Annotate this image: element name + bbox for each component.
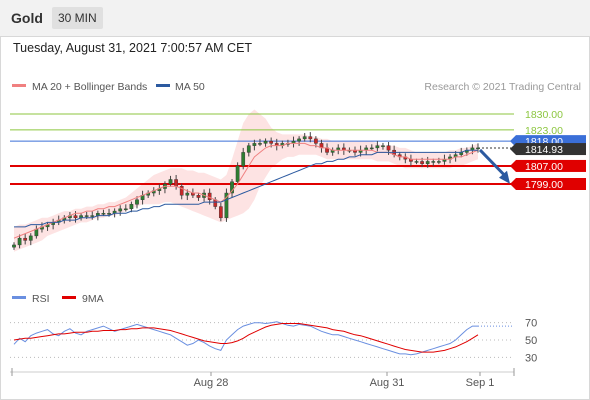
- rsi-series-9MA: [13, 323, 479, 353]
- candle-body: [308, 136, 313, 140]
- candle-body: [12, 244, 16, 248]
- ma50-legend-label: MA 50: [175, 81, 205, 93]
- forecast-arrow-shaft: [478, 148, 507, 177]
- level-label-bg-1799.00: [516, 178, 586, 190]
- level-label-bg-1814.93: [516, 143, 586, 156]
- copyright: Research © 2021 Trading Central: [424, 81, 581, 93]
- candle-body: [252, 143, 257, 146]
- candle-body: [369, 147, 374, 150]
- level-label-tip-1799.00: [510, 178, 516, 190]
- level-label-1830.00: 1830.00: [525, 109, 563, 121]
- bollinger-legend-label: MA 20 + Bollinger Bands: [32, 81, 147, 93]
- rsi-tick-label: 30: [525, 352, 537, 364]
- candles-layer: [12, 132, 480, 250]
- candle-body: [107, 213, 111, 215]
- ma50-line: [14, 149, 478, 228]
- ma9-legend-label: 9MA: [82, 293, 104, 305]
- candle-body: [431, 161, 436, 163]
- moving-average-layer: [13, 142, 479, 239]
- candle-body: [213, 199, 218, 207]
- candle-body: [246, 145, 251, 153]
- candle-body: [218, 206, 223, 219]
- x-tick-label: Sep 1: [466, 377, 495, 389]
- x-axis-layer: Aug 28 Aug 31 Sep 1: [10, 368, 515, 389]
- candle-body: [73, 215, 78, 219]
- candle-body: [101, 213, 106, 215]
- candle-body: [207, 192, 212, 200]
- candle-body: [381, 145, 385, 147]
- candle-body: [476, 147, 480, 150]
- candle-body: [84, 215, 89, 217]
- candle-body: [118, 208, 123, 212]
- bollinger-band-layer: [14, 109, 478, 252]
- candle-body: [185, 192, 190, 196]
- candle-body: [420, 161, 424, 164]
- candle-body: [375, 145, 380, 149]
- bollinger-band-area: [14, 109, 478, 252]
- candle-body: [224, 192, 229, 219]
- rsi-legend-swatch: [12, 296, 26, 299]
- interval-badge[interactable]: 30 MIN: [52, 7, 103, 29]
- level-label-tip-1814.93: [510, 143, 516, 156]
- levels-layer: [10, 113, 514, 185]
- level-label-1799.00: 1799.00: [525, 179, 563, 191]
- candle-body: [168, 179, 173, 185]
- level-label-tip-1807.00: [510, 159, 516, 172]
- bollinger-legend-swatch: [12, 84, 26, 87]
- x-tick-label: Aug 28: [194, 377, 229, 389]
- candle-body: [90, 215, 95, 217]
- forecast-arrow-head: [499, 170, 510, 184]
- candle-body: [17, 237, 22, 246]
- candle-body: [196, 195, 201, 198]
- x-tick-label: Aug 31: [370, 377, 405, 389]
- level-label-tip-1818.00: [510, 135, 516, 148]
- candle-body: [23, 237, 28, 241]
- header-bar: Gold 30 MIN: [0, 0, 590, 36]
- candle-body: [129, 204, 134, 210]
- candle-body: [135, 199, 139, 205]
- ma9-legend-swatch: [62, 296, 76, 299]
- level-label-1807.00: 1807.00: [525, 161, 563, 173]
- candle-body: [241, 152, 246, 167]
- candle-body: [302, 136, 307, 140]
- candle-body: [269, 140, 274, 144]
- rsi-series-RSI: [13, 321, 478, 356]
- ma20-line: [13, 142, 479, 239]
- forecast-arrow-layer: [478, 148, 510, 184]
- ma50-legend-swatch: [156, 84, 170, 87]
- candle-body: [386, 145, 391, 151]
- candle-body: [414, 161, 419, 163]
- candle-body: [230, 181, 234, 194]
- level-label-bg-1807.00: [516, 159, 586, 172]
- candle-body: [235, 165, 240, 182]
- timestamp: Tuesday, August 31, 2021 7:00:57 AM CET: [13, 41, 253, 55]
- candle-body: [34, 228, 39, 237]
- level-label-1814.93: 1814.93: [525, 144, 563, 156]
- candle-body: [314, 138, 318, 144]
- candle-body: [174, 179, 178, 187]
- level-label-1823.00: 1823.00: [525, 125, 563, 137]
- instrument-name: Gold: [11, 10, 43, 26]
- level-labels-layer: 1830.001823.001818.001814.931807.001799.…: [510, 109, 586, 191]
- rsi-tick-label: 70: [525, 318, 537, 330]
- candle-body: [263, 140, 268, 144]
- candle-body: [123, 208, 128, 211]
- rsi-legend-label: RSI: [32, 293, 50, 305]
- candle-body: [28, 235, 33, 241]
- candle-body: [437, 161, 441, 163]
- rsi-layer: 70 50 30: [10, 318, 537, 364]
- rsi-tick-label: 50: [525, 335, 537, 347]
- candle-body: [425, 161, 430, 164]
- candle-body: [297, 138, 301, 142]
- candle-body: [179, 186, 184, 196]
- candle-body: [258, 143, 262, 145]
